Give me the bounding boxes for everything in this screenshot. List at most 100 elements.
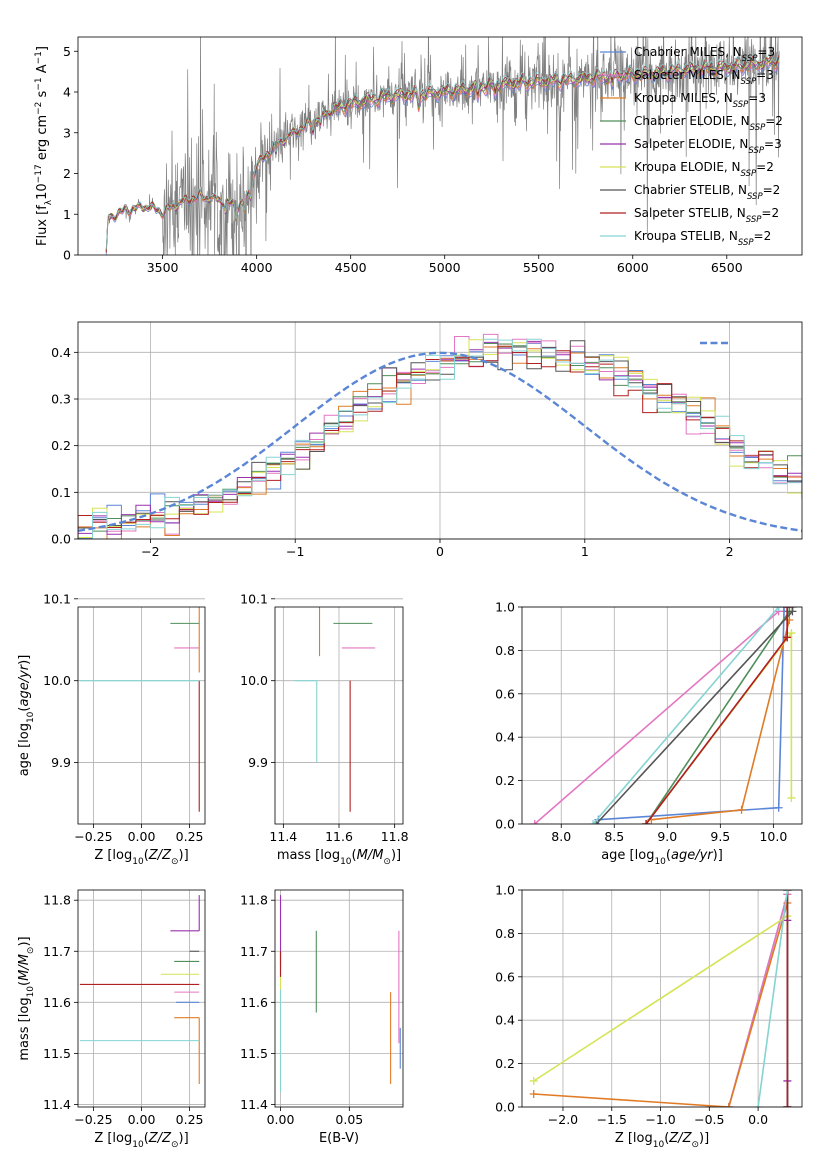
- legend-entry: Salpeter STELIB, NSSP=2: [634, 206, 779, 225]
- series-line: [534, 607, 780, 824]
- x-tick-label: 0.25: [176, 829, 204, 844]
- plus-marker: [774, 607, 783, 611]
- y-tick-label: 11.5: [43, 1046, 71, 1061]
- x-tick-label: 0.00: [128, 1112, 156, 1127]
- x-tick-label: 5500: [523, 260, 555, 275]
- plot-area: [78, 333, 802, 539]
- x-tick-label: 2: [726, 544, 734, 559]
- axes-massweight-vs-age: 8.0 8.5 9.0 9.5 10.0 0.0 0.2 0.4 0.6 0.8 1.0: [495, 600, 803, 844]
- x-tick-label: 5000: [429, 260, 461, 275]
- series-kroupa-stelib: [754, 890, 792, 1107]
- x-tick-label: −1: [286, 544, 304, 559]
- axes-frame: [77, 36, 803, 256]
- y-tick-label: 11.4: [240, 1097, 268, 1112]
- x-tick-label: 10.0: [759, 829, 787, 844]
- y-tick-label: 5: [63, 44, 71, 59]
- axes-frame: [77, 889, 206, 1108]
- y-tick-label: 10.1: [43, 591, 71, 606]
- x-axis-label: E(B-V): [319, 1131, 359, 1146]
- x-tick-label: 11.4: [269, 829, 297, 844]
- x-tick-label: 9.0: [657, 829, 677, 844]
- plot-area: [279, 895, 401, 1092]
- axes-residuals: −2 −1 0 1 2 0.0 0.1 0.2 0.3 0.4: [51, 321, 803, 559]
- histogram-salpeter-stelib: [78, 345, 802, 539]
- series-line: [598, 607, 785, 821]
- x-tick-label: 4000: [241, 260, 273, 275]
- y-tick-label: 0: [63, 248, 71, 263]
- point-kroupa-miles: [198, 607, 200, 673]
- axes-frame: [77, 321, 803, 540]
- y-tick-label: 0.4: [51, 345, 71, 360]
- y-tick-label: 10.1: [240, 591, 268, 606]
- y-tick-label: 11.6: [43, 995, 71, 1010]
- grid: [275, 890, 403, 1107]
- grid: [78, 322, 802, 540]
- x-tick-label: 0: [436, 544, 444, 559]
- series-chabrier-miles: [594, 607, 788, 824]
- y-axis-label: mass [log10(M/M⊙)]: [17, 936, 36, 1060]
- plot-area: [79, 541, 200, 812]
- plus-marker: [787, 793, 796, 802]
- x-tick-label: −1.0: [645, 1112, 675, 1127]
- histogram-kroupa-stelib: [78, 338, 802, 539]
- model-spectrum-salpeter-stelib: [105, 54, 780, 252]
- y-tick-label: 0.3: [51, 392, 71, 407]
- grid: [78, 598, 205, 824]
- plus-marker: [529, 1089, 538, 1098]
- y-tick-label: 0.1: [51, 485, 71, 500]
- x-tick-label: −0.25: [74, 829, 112, 844]
- plus-marker: [724, 1103, 733, 1107]
- axes-frame: [274, 889, 404, 1108]
- axes-frame: [274, 606, 404, 825]
- series-salpeter-stelib: [642, 607, 792, 824]
- x-tick-label: 3500: [147, 260, 179, 275]
- x-tick-label: −0.5: [694, 1112, 724, 1127]
- point-chabrier-stelib: [190, 541, 200, 557]
- plot-area: [294, 562, 397, 812]
- x-tick-label: 4500: [335, 260, 367, 275]
- legend: Chabrier MILES, NSSP=3 Salpeter MILES, NS…: [600, 45, 783, 248]
- x-tick-label: −2: [141, 544, 159, 559]
- y-tick-label: 0.8: [495, 926, 515, 941]
- plus-marker: [754, 1103, 763, 1107]
- x-tick-label: −0.25: [74, 1112, 112, 1127]
- x-tick-label: 0.00: [128, 829, 156, 844]
- point-kroupa-miles: [174, 1017, 200, 1085]
- y-tick-label: 0.4: [495, 730, 515, 745]
- y-tick-label: 1: [63, 207, 71, 222]
- y-tick-label: 1.0: [495, 883, 515, 898]
- plus-marker: [785, 607, 794, 611]
- plot-area: [530, 607, 797, 824]
- gaussian-curve: [78, 351, 802, 532]
- series-kroupa-stelib: [589, 607, 783, 824]
- y-tick-label: 0.4: [495, 1013, 515, 1028]
- legend-entry: Kroupa ELODIE, NSSP=2: [634, 160, 774, 179]
- y-tick-label: 2: [63, 166, 71, 181]
- y-axis-label: Flux [fλ10−17 erg cm−2 s−1 A−1]: [34, 46, 54, 246]
- grid: [78, 890, 205, 1107]
- y-tick-label: 11.5: [240, 1046, 268, 1061]
- model-spectrum-chabrier-stelib: [105, 56, 780, 253]
- plus-marker: [783, 607, 792, 611]
- y-tick-label: 11.6: [240, 995, 268, 1010]
- plus-marker: [642, 820, 651, 824]
- axes-mass-vs-EBV: 0.00 0.05 11.4 11.5 11.6 11.7 11.8: [240, 889, 404, 1127]
- legend-entry: Chabrier MILES, NSSP=3: [634, 45, 775, 64]
- x-tick-label: 8.0: [551, 829, 571, 844]
- axes-frame: [521, 606, 803, 825]
- y-tick-label: 4: [63, 85, 71, 100]
- y-axis-label: age [log10(age/yr)]: [17, 655, 36, 777]
- series-chabrier-elodie: [642, 607, 794, 824]
- y-tick-label: 1.0: [495, 600, 515, 615]
- plus-marker: [783, 633, 792, 642]
- x-tick-label: 8.5: [604, 829, 624, 844]
- y-tick-label: 0.6: [495, 686, 515, 701]
- grid: [275, 598, 403, 824]
- y-tick-label: 0.0: [495, 1100, 515, 1115]
- point-salpeter-elodie: [347, 562, 397, 587]
- plus-marker: [783, 1103, 792, 1107]
- plus-marker: [589, 820, 598, 824]
- y-tick-label: 10.0: [240, 673, 268, 688]
- legend-entry: Salpeter ELODIE, NSSP=3: [634, 137, 782, 156]
- plus-marker: [529, 1076, 538, 1085]
